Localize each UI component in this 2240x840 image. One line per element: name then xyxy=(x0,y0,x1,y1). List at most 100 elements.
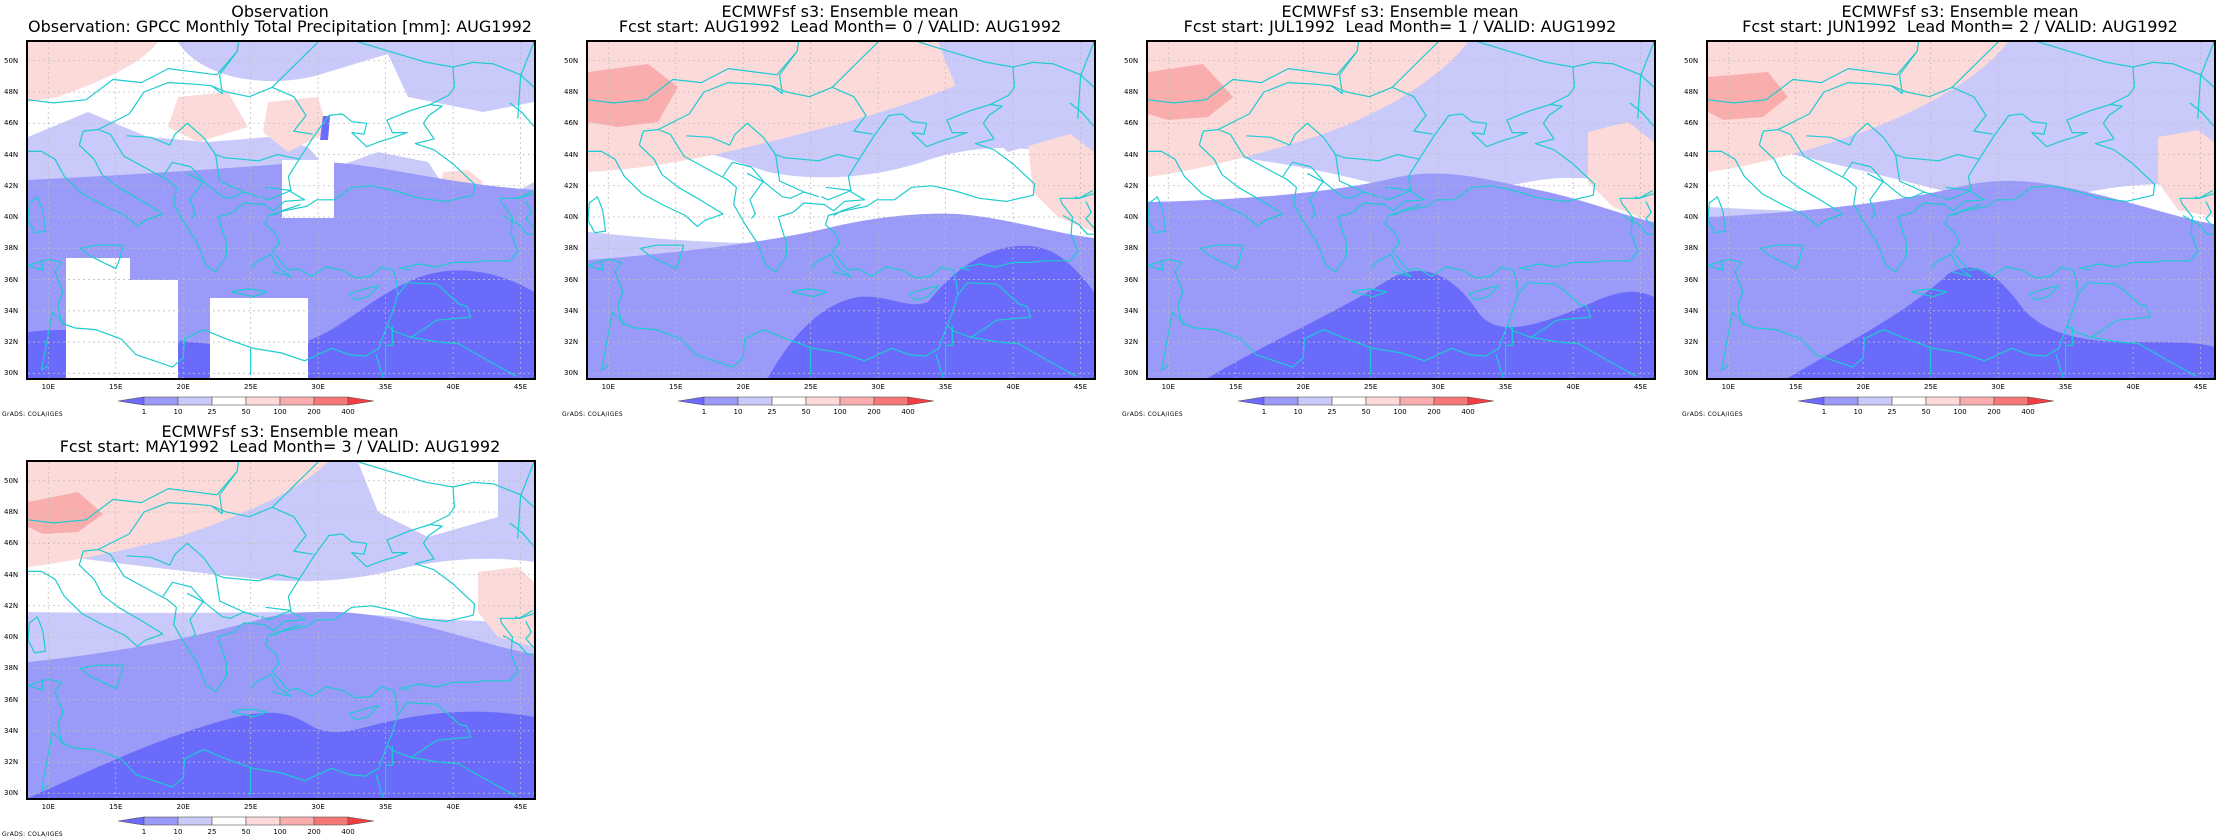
lon-tick-label: 40E xyxy=(446,803,460,811)
coastline xyxy=(1645,201,1654,229)
coastline xyxy=(1148,42,1360,104)
precip-contour-region xyxy=(28,711,534,798)
lon-tick-label: 10E xyxy=(41,803,55,811)
colorbar-label: 1 xyxy=(1261,408,1267,416)
lon-tick-label: 15E xyxy=(109,383,123,391)
lon-tick-label: 30E xyxy=(871,383,885,391)
lon-tick-label: 30E xyxy=(1431,383,1445,391)
coastline xyxy=(1381,186,1412,201)
coastline xyxy=(28,462,240,524)
lat-tick-label: 50N xyxy=(1124,56,1139,65)
panel-subtitle: Observation: GPCC Monthly Total Precipit… xyxy=(28,17,532,36)
lat-tick-label: 30N xyxy=(4,789,19,798)
coastline xyxy=(1370,253,1412,277)
lon-tick-label: 25E xyxy=(1923,383,1938,391)
lat-tick-label: 46N xyxy=(1684,119,1699,128)
coastline xyxy=(385,746,393,795)
precip-contour-region xyxy=(1148,64,1233,120)
coastline xyxy=(28,42,240,104)
lon-tick-label: 25E xyxy=(803,383,818,391)
colorbar-label: 1 xyxy=(141,408,147,416)
coastline xyxy=(126,542,259,618)
lon-tick-label: 45E xyxy=(513,803,528,811)
lon-tick-label: 35E xyxy=(1498,383,1513,391)
lat-tick-label: 40N xyxy=(4,633,19,642)
colorbar-segment xyxy=(279,396,315,406)
coastline xyxy=(1708,259,1724,271)
coastline xyxy=(186,172,245,199)
coastline xyxy=(821,186,852,201)
colorbar-label: 200 xyxy=(867,408,881,416)
precipitation-map xyxy=(26,40,536,380)
coastline xyxy=(271,42,319,88)
lon-tick-label: 15E xyxy=(1789,383,1803,391)
lat-tick-label: 44N xyxy=(564,150,579,159)
coastline xyxy=(385,326,393,375)
lon-tick-label: 45E xyxy=(1633,383,1648,391)
coastline xyxy=(2132,61,2214,88)
lat-tick-label: 34N xyxy=(4,726,19,735)
colorbar-arrow-right xyxy=(1467,396,1495,406)
lon-tick-label: 40E xyxy=(1566,383,1580,391)
lat-tick-label: 34N xyxy=(4,306,19,315)
coastline xyxy=(28,103,476,368)
lon-tick-label: 45E xyxy=(2193,383,2208,391)
colorbar-segment xyxy=(1823,396,1859,406)
precip-contour-region xyxy=(478,567,534,647)
coastline xyxy=(401,268,411,271)
colorbar-label: 100 xyxy=(1953,408,1967,416)
lat-tick-label: 46N xyxy=(1124,119,1139,128)
colorbar-label: 400 xyxy=(901,408,915,416)
coastline xyxy=(639,244,685,270)
coastline xyxy=(1531,336,1637,377)
lon-tick-label: 35E xyxy=(2058,383,2073,391)
colorbar-label: 100 xyxy=(833,408,847,416)
coastline xyxy=(771,51,798,95)
coastline xyxy=(945,326,953,375)
coastline xyxy=(958,193,1094,270)
coastline xyxy=(231,288,268,298)
coastline xyxy=(162,581,204,639)
coastline xyxy=(1468,285,1500,301)
coastline xyxy=(686,122,819,198)
lat-tick-label: 32N xyxy=(4,758,19,767)
precip-contour-region xyxy=(28,42,158,102)
coastline xyxy=(2194,189,2214,199)
colorbar-label: 50 xyxy=(1361,408,1371,416)
map-svg xyxy=(588,42,1094,378)
coastline xyxy=(1217,81,1433,135)
lat-tick-label: 38N xyxy=(4,664,19,673)
lon-tick-label: 25E xyxy=(243,803,258,811)
lon-tick-label: 20E xyxy=(1296,383,1310,391)
coastline xyxy=(971,336,1077,377)
coastline xyxy=(1953,203,1981,217)
coastline xyxy=(452,61,534,88)
coastline xyxy=(2028,285,2060,301)
colorbar-segment xyxy=(1857,396,1893,406)
coastline xyxy=(1895,153,1980,162)
colorbar-label: 10 xyxy=(1293,408,1303,416)
lon-tick-label: 30E xyxy=(1991,383,2005,391)
coastline xyxy=(231,708,268,718)
lat-tick-label: 48N xyxy=(564,88,579,96)
coastline xyxy=(215,573,300,582)
coastline xyxy=(1069,102,1094,127)
colorbar-segment xyxy=(1993,396,2029,406)
coastline xyxy=(1391,42,1439,88)
coastline xyxy=(40,311,65,371)
lon-tick-label: 25E xyxy=(243,383,258,391)
coastline xyxy=(375,354,384,378)
lon-tick-label: 10E xyxy=(1161,383,1175,391)
coastline xyxy=(271,462,319,508)
lon-tick-label: 45E xyxy=(513,383,528,391)
lon-tick-label: 35E xyxy=(378,803,393,811)
coastline xyxy=(28,679,44,691)
colorbar-segment xyxy=(1399,396,1435,406)
precip-contour-region xyxy=(1208,271,1654,378)
colorbar-segment xyxy=(143,396,179,406)
lat-tick-label: 36N xyxy=(1684,275,1699,284)
coastline xyxy=(1891,51,1918,95)
coastline xyxy=(28,523,476,788)
lat-tick-label: 44N xyxy=(1684,150,1699,159)
lat-tick-label: 42N xyxy=(4,181,19,190)
